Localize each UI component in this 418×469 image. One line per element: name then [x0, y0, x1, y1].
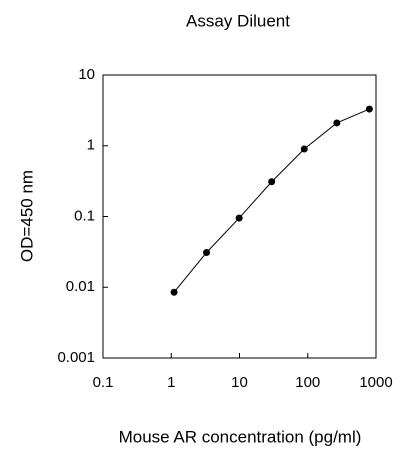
x-tick-label: 100 — [295, 374, 320, 391]
x-tick-label: 1 — [167, 374, 175, 391]
x-tick-label: 0.1 — [93, 374, 114, 391]
data-point — [268, 178, 276, 186]
y-tick-label: 0.1 — [74, 207, 95, 224]
data-point — [203, 248, 211, 256]
data-point — [170, 288, 178, 296]
x-tick-label: 1000 — [359, 374, 392, 391]
chart-title: Assay Diluent — [186, 11, 290, 30]
series-line — [173, 108, 370, 293]
y-tick-label: 1 — [87, 137, 95, 154]
data-point — [365, 105, 373, 113]
data-point — [300, 145, 308, 153]
y-axis-label: OD=450 nm — [17, 170, 36, 262]
x-axis-label: Mouse AR concentration (pg/ml) — [119, 427, 362, 446]
y-tick-label: 10 — [78, 66, 95, 83]
x-tick-label: 10 — [231, 374, 248, 391]
y-tick-label: 0.001 — [57, 349, 95, 366]
data-point — [333, 119, 341, 127]
y-tick-label: 0.01 — [66, 278, 95, 295]
data-point — [235, 214, 243, 222]
